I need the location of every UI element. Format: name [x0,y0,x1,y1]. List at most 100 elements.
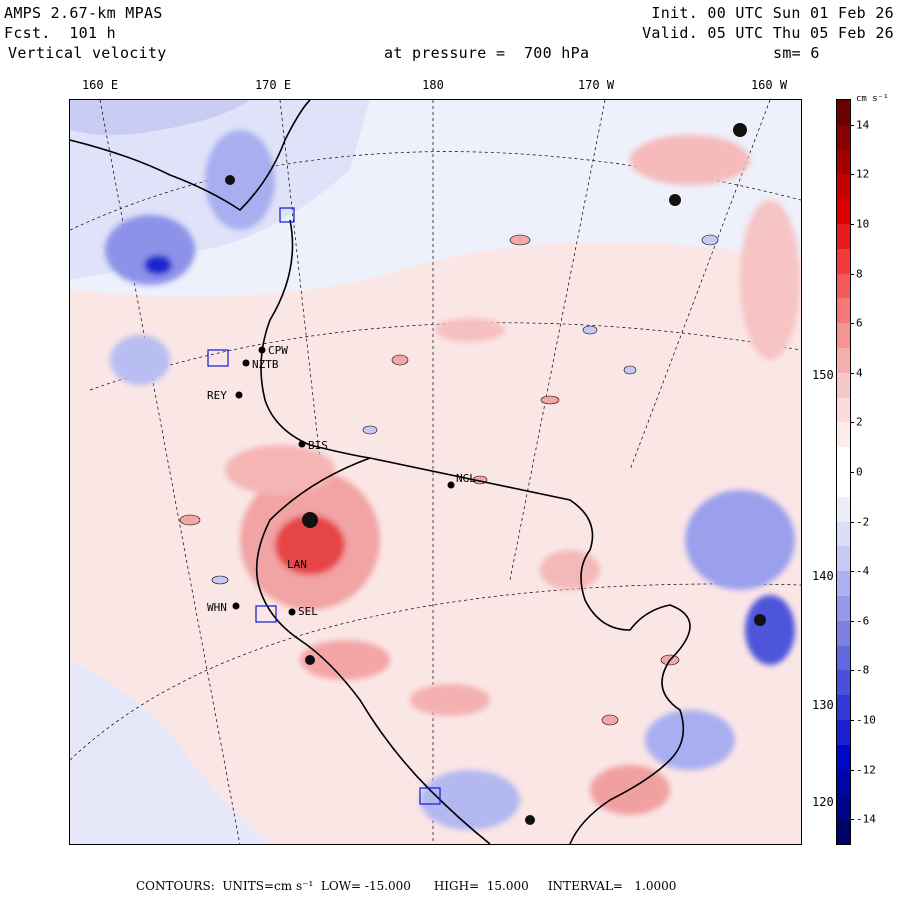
station-label-rey: REY [207,389,227,402]
field-name: Vertical velocity [8,44,167,62]
lon-label-160w: 160 W [750,78,788,92]
valid-time: Valid. 05 UTC Thu 05 Feb 26 [642,24,894,42]
colorbar-segment [837,645,850,671]
colorbar-segment [837,100,850,126]
cell [362,425,378,435]
colorbar-segment [837,670,850,696]
colorbar-tick-mark [850,323,854,325]
colorbar-tick-label: 2 [856,415,863,429]
colorbar-tick-mark [850,670,854,672]
lon-label-180: 180 [422,78,444,92]
colorbar-segment [837,794,850,820]
colorbar-segment [837,248,850,275]
colorbar-tick-mark [850,720,854,721]
station-dot-ngl[interactable] [447,481,455,489]
cell [540,395,560,405]
blue-patch-east [685,490,795,590]
nest-box-2 [255,605,277,623]
northwest-blue-band [70,100,250,135]
red-core-lan [275,515,345,575]
core [733,123,747,137]
colorbar-segment [837,174,850,200]
station-dot-cpw[interactable] [258,346,266,354]
map-panel: CPW NZTB REY BIS NGL LAN WHN SEL [69,99,802,845]
colorbar-segment [837,571,850,597]
colorbar-tick-label: -14 [856,812,876,826]
core [225,175,235,185]
blue-core-east [745,595,795,665]
colorbar-segment [837,720,850,746]
red-patch-bis [225,445,335,495]
cell [211,575,229,585]
cell [391,354,409,366]
colorbar-segment [837,397,850,423]
colorbar-segment [837,298,850,324]
blue-patch-west [105,215,195,285]
station-dot-whn[interactable] [232,602,240,610]
contour-footer: CONTOURS: UNITS=cm s⁻¹ LOW= -15.000 HIGH… [136,879,677,893]
colorbar-segment [837,224,850,250]
stations: CPW NZTB REY BIS NGL LAN WHN SEL [207,344,476,618]
colorbar-segment [837,695,850,721]
colorbar-tick-mark [850,472,854,473]
colorbar-segment [837,620,850,647]
pressure-level: at pressure = 700 hPa [384,44,590,62]
station-label-sel: SEL [298,605,318,618]
cell [623,365,637,375]
red-patch-northeast [630,135,750,185]
colorbar-tick-mark [850,273,854,275]
nest-boxes [207,207,441,805]
blue-core-west [144,255,172,275]
parallel-north [70,151,801,231]
smoothing: sm= 6 [773,44,820,62]
downward-motion-patches [105,130,795,830]
core [305,655,315,665]
small-cells [179,234,719,726]
colorbar-segment [837,596,850,622]
lon-label-170e: 170 E [254,78,292,92]
colorbar-tick-mark [850,769,854,771]
forecast-hour: Fcst. 101 h [4,24,116,42]
colorbar-tick-mark [850,521,854,523]
colorbar-tick-label: -2 [856,515,870,529]
colorbar-tick-label: -10 [856,713,876,727]
station-dot-bis[interactable] [298,440,306,448]
nest-box-3 [419,787,441,805]
colorbar-segment [837,422,850,448]
nest-box-1 [207,349,229,367]
core [754,614,766,626]
colorbar-tick-mark [850,224,854,225]
meridian-170e [279,100,321,461]
red-patch-east [740,200,800,360]
dark-cores [225,123,766,825]
colorbar-tick-label: 6 [856,316,863,330]
station-label-whn: WHN [207,601,227,614]
colorbar-tick-label: -4 [856,564,870,578]
colorbar-segment [837,348,850,374]
station-dot-rey[interactable] [235,391,243,399]
lon-label-170w: 170 W [577,78,615,92]
init-time: Init. 00 UTC Sun 01 Feb 26 [651,4,894,22]
colorbar-segment [837,372,850,399]
colorbar-tick-label: 8 [856,267,863,281]
cell [701,234,719,246]
station-dot-sel[interactable] [288,608,296,616]
colorbar-segment [837,124,850,151]
colorbar-tick-label: 0 [856,465,863,479]
station-label-nztb: NZTB [252,358,279,371]
lon-label-160e: 160 E [81,78,119,92]
station-dot-nztb[interactable] [242,359,250,367]
colorbar-segment [837,149,850,175]
colorbar-segment [837,496,850,523]
colorbar [836,99,851,845]
colorbar-segment [837,273,850,299]
red-patch-coast [540,550,600,590]
red-patch-southcentral [410,684,490,716]
colorbar-tick-label: 12 [856,167,870,181]
colorbar-tick-mark [850,372,854,374]
southwest-neutral-region [70,660,270,844]
colorbar-segment [837,472,850,498]
nest-box-4 [279,207,295,223]
blue-patch-north [205,130,275,230]
colorbar-segment [837,447,850,473]
